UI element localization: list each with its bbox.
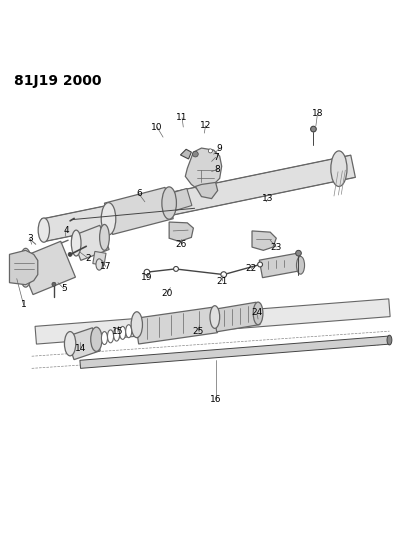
Ellipse shape [162, 187, 176, 219]
Polygon shape [9, 251, 38, 285]
Circle shape [52, 282, 56, 286]
Ellipse shape [101, 332, 107, 344]
Text: 3: 3 [27, 233, 33, 243]
Text: 19: 19 [141, 273, 153, 282]
Polygon shape [259, 253, 302, 278]
Circle shape [208, 149, 212, 153]
Text: 2: 2 [85, 254, 91, 263]
Polygon shape [195, 182, 218, 199]
Circle shape [193, 151, 198, 157]
Polygon shape [180, 149, 191, 159]
Circle shape [144, 269, 150, 275]
Polygon shape [93, 252, 106, 265]
Text: 20: 20 [162, 289, 173, 298]
Polygon shape [66, 328, 100, 360]
Circle shape [258, 262, 263, 267]
Text: 5: 5 [61, 284, 67, 293]
Polygon shape [185, 148, 222, 190]
Text: 12: 12 [200, 122, 211, 131]
Polygon shape [213, 302, 260, 332]
Ellipse shape [101, 203, 116, 235]
Text: 16: 16 [210, 395, 221, 405]
Text: 15: 15 [112, 327, 124, 336]
Polygon shape [72, 225, 109, 261]
Text: 18: 18 [312, 109, 323, 118]
Text: 17: 17 [100, 262, 112, 271]
Polygon shape [169, 222, 193, 241]
Text: 21: 21 [217, 277, 228, 286]
Text: 10: 10 [151, 123, 163, 132]
Text: 24: 24 [251, 309, 263, 318]
Ellipse shape [107, 330, 114, 343]
Polygon shape [164, 189, 192, 212]
Text: 11: 11 [176, 113, 188, 122]
Text: 4: 4 [63, 225, 69, 235]
Text: 22: 22 [245, 264, 257, 273]
Text: 13: 13 [263, 194, 274, 203]
Polygon shape [42, 155, 355, 241]
Circle shape [68, 252, 72, 256]
Circle shape [174, 266, 178, 271]
Ellipse shape [253, 302, 263, 325]
Circle shape [221, 272, 227, 277]
Ellipse shape [331, 151, 347, 187]
Polygon shape [135, 307, 217, 344]
Ellipse shape [91, 327, 102, 351]
Polygon shape [80, 336, 390, 368]
Ellipse shape [96, 259, 103, 270]
Polygon shape [105, 188, 173, 235]
Circle shape [311, 126, 316, 132]
Text: 9: 9 [217, 143, 223, 152]
Polygon shape [252, 231, 276, 251]
Text: 8: 8 [215, 165, 221, 174]
Text: 25: 25 [193, 327, 204, 336]
Text: 26: 26 [175, 240, 187, 249]
Circle shape [295, 251, 301, 256]
Polygon shape [35, 299, 390, 344]
Text: 1: 1 [21, 301, 26, 309]
Ellipse shape [100, 224, 109, 251]
Polygon shape [18, 241, 75, 295]
Text: 81J19 2000: 81J19 2000 [13, 75, 101, 88]
Ellipse shape [296, 256, 304, 274]
Ellipse shape [120, 326, 126, 340]
Ellipse shape [210, 306, 220, 328]
Ellipse shape [114, 328, 120, 341]
Ellipse shape [131, 312, 142, 337]
Text: 23: 23 [271, 243, 282, 252]
Text: 14: 14 [74, 344, 86, 353]
Text: 6: 6 [136, 189, 142, 198]
Ellipse shape [64, 332, 76, 356]
Text: 7: 7 [213, 153, 219, 162]
Ellipse shape [71, 230, 81, 256]
Ellipse shape [126, 325, 132, 337]
Ellipse shape [38, 218, 50, 242]
Ellipse shape [19, 248, 32, 287]
Ellipse shape [387, 335, 392, 345]
